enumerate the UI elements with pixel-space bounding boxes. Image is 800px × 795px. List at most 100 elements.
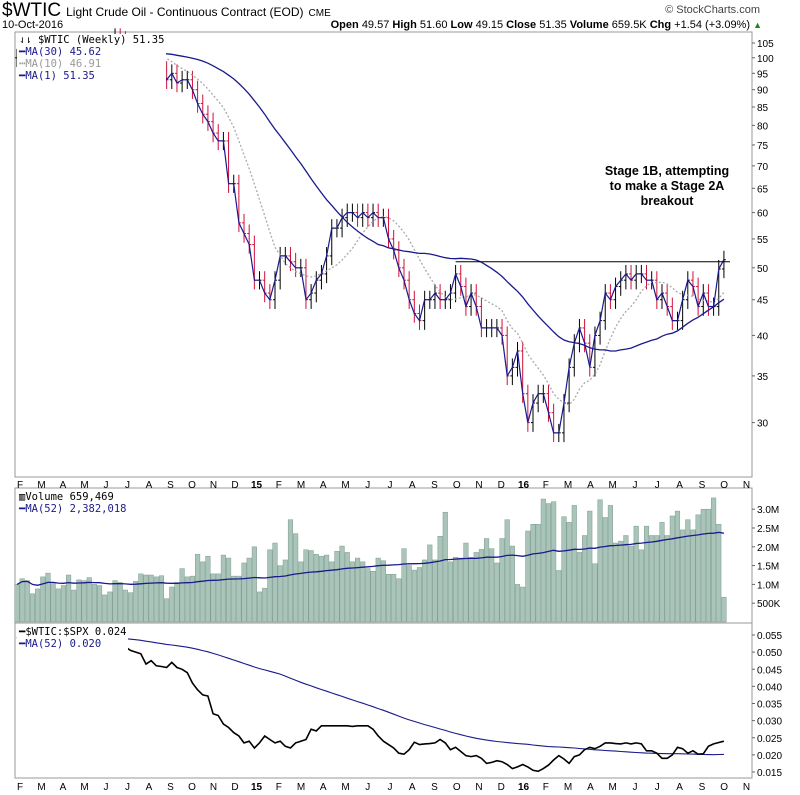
month-label: F <box>543 480 549 491</box>
month-label: N <box>210 480 217 491</box>
volume-legend-label: Volume 659,469 <box>25 491 114 503</box>
close-label: Close <box>506 19 537 31</box>
volume-legend-main: ▥Volume 659,469 <box>19 491 126 503</box>
month-label: S <box>699 480 706 491</box>
volume-bar <box>458 557 464 623</box>
month-label: A <box>320 782 327 793</box>
volume-bar <box>29 593 36 623</box>
price-tick-label: 35 <box>757 372 769 383</box>
price-tick-label: 40 <box>757 331 769 342</box>
month-label: D <box>498 480 505 491</box>
volume-bar <box>674 510 681 623</box>
volume-bar <box>293 533 299 623</box>
volume-bar <box>690 529 696 623</box>
ma30-legend: ━MA(30) 45.62 <box>19 46 102 58</box>
month-label: J <box>125 782 130 793</box>
volume-bar <box>303 549 309 623</box>
price-tick-label: 95 <box>757 69 769 80</box>
volume-bar <box>375 557 381 623</box>
month-label: M <box>297 480 305 491</box>
month-label: M <box>297 782 305 793</box>
volume-bar <box>437 536 443 623</box>
volume-bar <box>236 575 242 623</box>
month-label: 16 <box>518 480 530 491</box>
volume-bar <box>55 588 61 623</box>
volume-bar <box>344 552 350 623</box>
volume-bar <box>525 530 531 623</box>
volume-bar <box>478 549 484 623</box>
month-label: A <box>676 782 683 793</box>
month-label: O <box>453 480 461 491</box>
volume-bar <box>355 557 361 623</box>
price-tick-label: 45 <box>757 296 769 307</box>
volume-bar <box>189 575 195 623</box>
month-label: A <box>676 480 683 491</box>
ma30-label: MA(30) 45.62 <box>25 46 102 58</box>
volume-bar <box>298 561 304 623</box>
month-label: O <box>188 782 196 793</box>
volume-bar <box>607 505 613 623</box>
volume-bar <box>540 498 546 623</box>
month-label: J <box>365 782 370 793</box>
volume-ma-label: MA(52) 2,382,018 <box>25 503 127 515</box>
price-tick-label: 65 <box>757 184 769 195</box>
volume-bar <box>494 562 500 623</box>
volume-bar <box>370 570 376 623</box>
volume-bar <box>143 574 149 623</box>
volume-bar <box>241 562 247 623</box>
volume-bar <box>251 546 257 623</box>
price-tick-label: 85 <box>757 103 769 114</box>
volume-ma-line <box>16 531 725 586</box>
volume-bar <box>442 511 448 623</box>
month-label: J <box>104 480 109 491</box>
volume-bar <box>561 516 567 623</box>
month-label: D <box>498 782 505 793</box>
volume-bars-icon: ▥ <box>19 491 26 503</box>
volume-bar <box>60 585 66 623</box>
month-label: M <box>341 782 349 793</box>
volume-bar <box>711 497 717 623</box>
month-label: F <box>17 480 23 491</box>
volume-bar <box>164 598 170 623</box>
volume-bar <box>267 549 273 623</box>
month-label: M <box>37 782 45 793</box>
volume-bar <box>396 578 402 623</box>
month-label: J <box>388 480 393 491</box>
volume-bar <box>406 565 412 623</box>
ma10-legend: ┅MA(10) 46.91 <box>19 58 102 70</box>
volume-value: 659.5K <box>611 19 647 31</box>
month-label: J <box>655 480 660 491</box>
volume-bar <box>592 563 598 623</box>
ma1-label: MA(1) 51.35 <box>25 70 95 82</box>
volume-bar <box>380 560 386 623</box>
volume-bar <box>628 545 634 623</box>
volume-bar <box>97 585 103 623</box>
month-label: M <box>80 782 88 793</box>
volume-bar <box>117 582 123 623</box>
symbol: $WTIC <box>2 0 62 21</box>
volume-bar <box>582 535 588 623</box>
volume-bar <box>339 545 345 623</box>
month-label: S <box>167 782 174 793</box>
low-value: 49.15 <box>475 19 504 31</box>
volume-bar <box>664 535 670 623</box>
volume-bars <box>14 497 727 623</box>
ratio-tick-label: 0.035 <box>757 700 782 711</box>
month-label: M <box>80 480 88 491</box>
ratio-tick-label: 0.045 <box>757 665 782 676</box>
volume-bar <box>649 535 655 623</box>
ratio-tick-label: 0.025 <box>757 734 782 745</box>
month-label: D <box>231 480 238 491</box>
month-label: J <box>365 480 370 491</box>
volume-bar <box>122 589 128 623</box>
high-label: High <box>392 19 417 31</box>
brand: © StockCharts.com <box>665 4 760 16</box>
volume-tick-label: 2.0M <box>757 543 779 554</box>
volume-bar <box>102 594 108 623</box>
volume-bar <box>71 589 77 623</box>
volume-bar <box>432 559 438 623</box>
volume-bar <box>220 554 226 623</box>
month-label: J <box>125 480 130 491</box>
price-tick-label: 50 <box>757 264 769 275</box>
open-label: Open <box>330 19 359 31</box>
